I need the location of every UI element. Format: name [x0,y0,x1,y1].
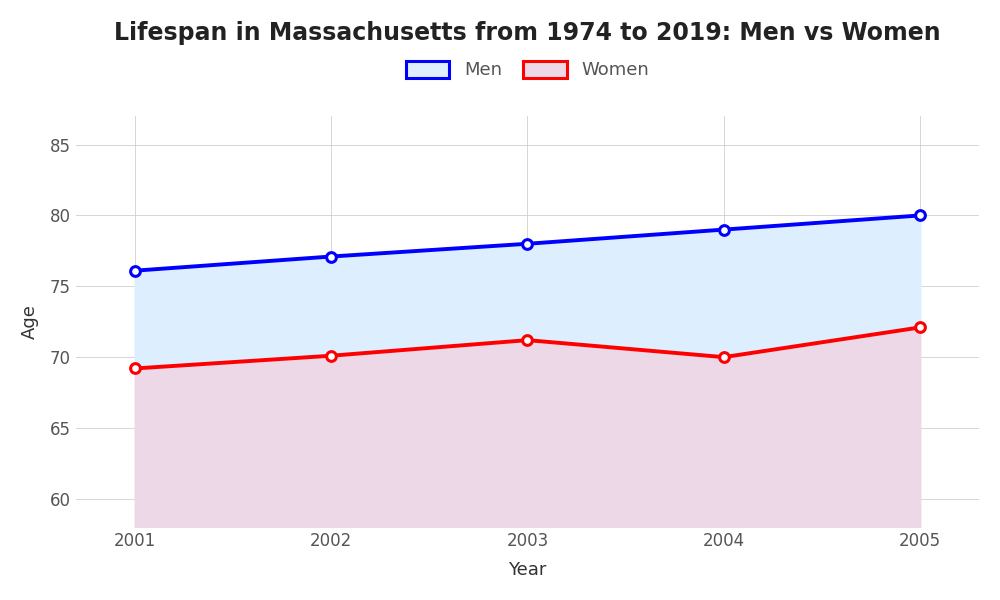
X-axis label: Year: Year [508,561,547,579]
Y-axis label: Age: Age [21,304,39,339]
Title: Lifespan in Massachusetts from 1974 to 2019: Men vs Women: Lifespan in Massachusetts from 1974 to 2… [114,21,941,45]
Legend: Men, Women: Men, Women [399,53,656,86]
